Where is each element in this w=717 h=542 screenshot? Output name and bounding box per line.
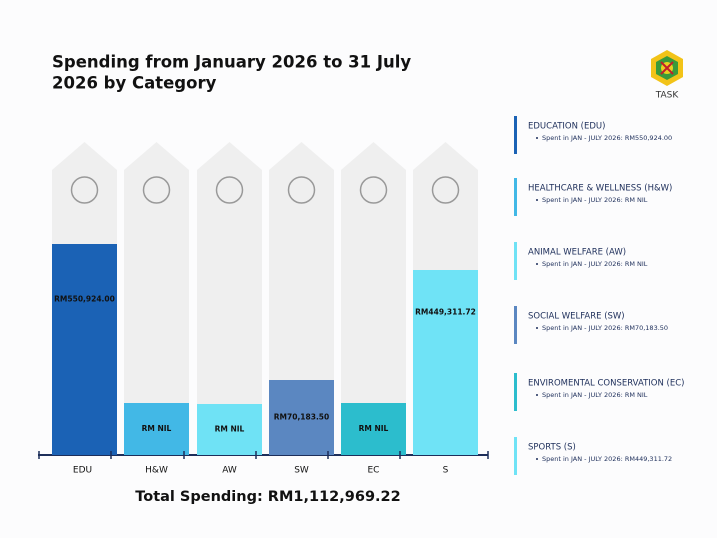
legend-marker — [514, 437, 517, 475]
legend-detail: Spent in JAN - JULY 2026: RM449,311.72 — [542, 455, 672, 463]
legend-title: EDUCATION (EDU) — [528, 122, 605, 132]
logo-text: TASK — [655, 91, 680, 101]
legend-detail: Spent in JAN - JULY 2026: RM NIL — [542, 391, 648, 399]
legend-marker — [514, 116, 517, 154]
legend-title: ENVIROMENTAL CONSERVATION (EC) — [528, 379, 685, 389]
category-label: EC — [368, 466, 380, 476]
bullet — [536, 199, 538, 201]
bar — [124, 403, 189, 455]
logo — [651, 50, 683, 86]
bar — [413, 270, 478, 455]
title: 2026 by Category — [52, 74, 217, 93]
bar — [197, 404, 262, 455]
bullet — [536, 137, 538, 139]
legend-marker — [514, 306, 517, 344]
bar — [341, 403, 406, 455]
bar-label: RM NIL — [359, 424, 389, 433]
icon — [215, 176, 244, 204]
category-label: S — [443, 466, 449, 476]
legend-title: SOCIAL WELFARE (SW) — [528, 312, 625, 322]
total: Total Spending: RM1,112,969.22 — [135, 489, 400, 505]
icon — [431, 176, 460, 204]
bar — [269, 380, 334, 455]
column-bg — [341, 142, 406, 455]
column-bg — [269, 142, 334, 455]
bar-label: RM449,311.72 — [415, 308, 476, 317]
legend-detail: Spent in JAN - JULY 2026: RM NIL — [542, 260, 648, 268]
title: Spending from January 2026 to 31 July — [52, 53, 411, 72]
bullet — [536, 263, 538, 265]
bar-label: RM NIL — [215, 425, 245, 434]
legend-detail: Spent in JAN - JULY 2026: RM NIL — [542, 196, 648, 204]
icon — [70, 176, 99, 204]
bar-label: RM70,183.50 — [274, 413, 329, 422]
legend-title: HEALTHCARE & WELLNESS (H&W) — [528, 184, 672, 194]
category-label: H&W — [145, 466, 168, 476]
legend-detail: Spent in JAN - JULY 2026: RM550,924.00 — [542, 134, 672, 142]
icon — [359, 176, 388, 204]
category-label: EDU — [73, 466, 92, 476]
legend-marker — [514, 242, 517, 280]
bullet — [536, 394, 538, 396]
legend-marker — [514, 178, 517, 216]
icon — [142, 176, 171, 204]
column-bg — [197, 142, 262, 455]
bullet — [536, 458, 538, 460]
bar-label: RM550,924.00 — [54, 295, 115, 304]
icon — [287, 176, 316, 204]
legend-detail: Spent in JAN - JULY 2026: RM70,183.50 — [542, 324, 668, 332]
bar — [52, 244, 117, 455]
legend-title: SPORTS (S) — [528, 443, 576, 453]
category-label: AW — [222, 466, 237, 476]
legend-title: ANIMAL WELFARE (AW) — [528, 248, 626, 258]
bar-label: RM NIL — [142, 424, 172, 433]
legend-marker — [514, 373, 517, 411]
category-label: SW — [294, 466, 309, 476]
bullet — [536, 327, 538, 329]
column-bg — [124, 142, 189, 455]
